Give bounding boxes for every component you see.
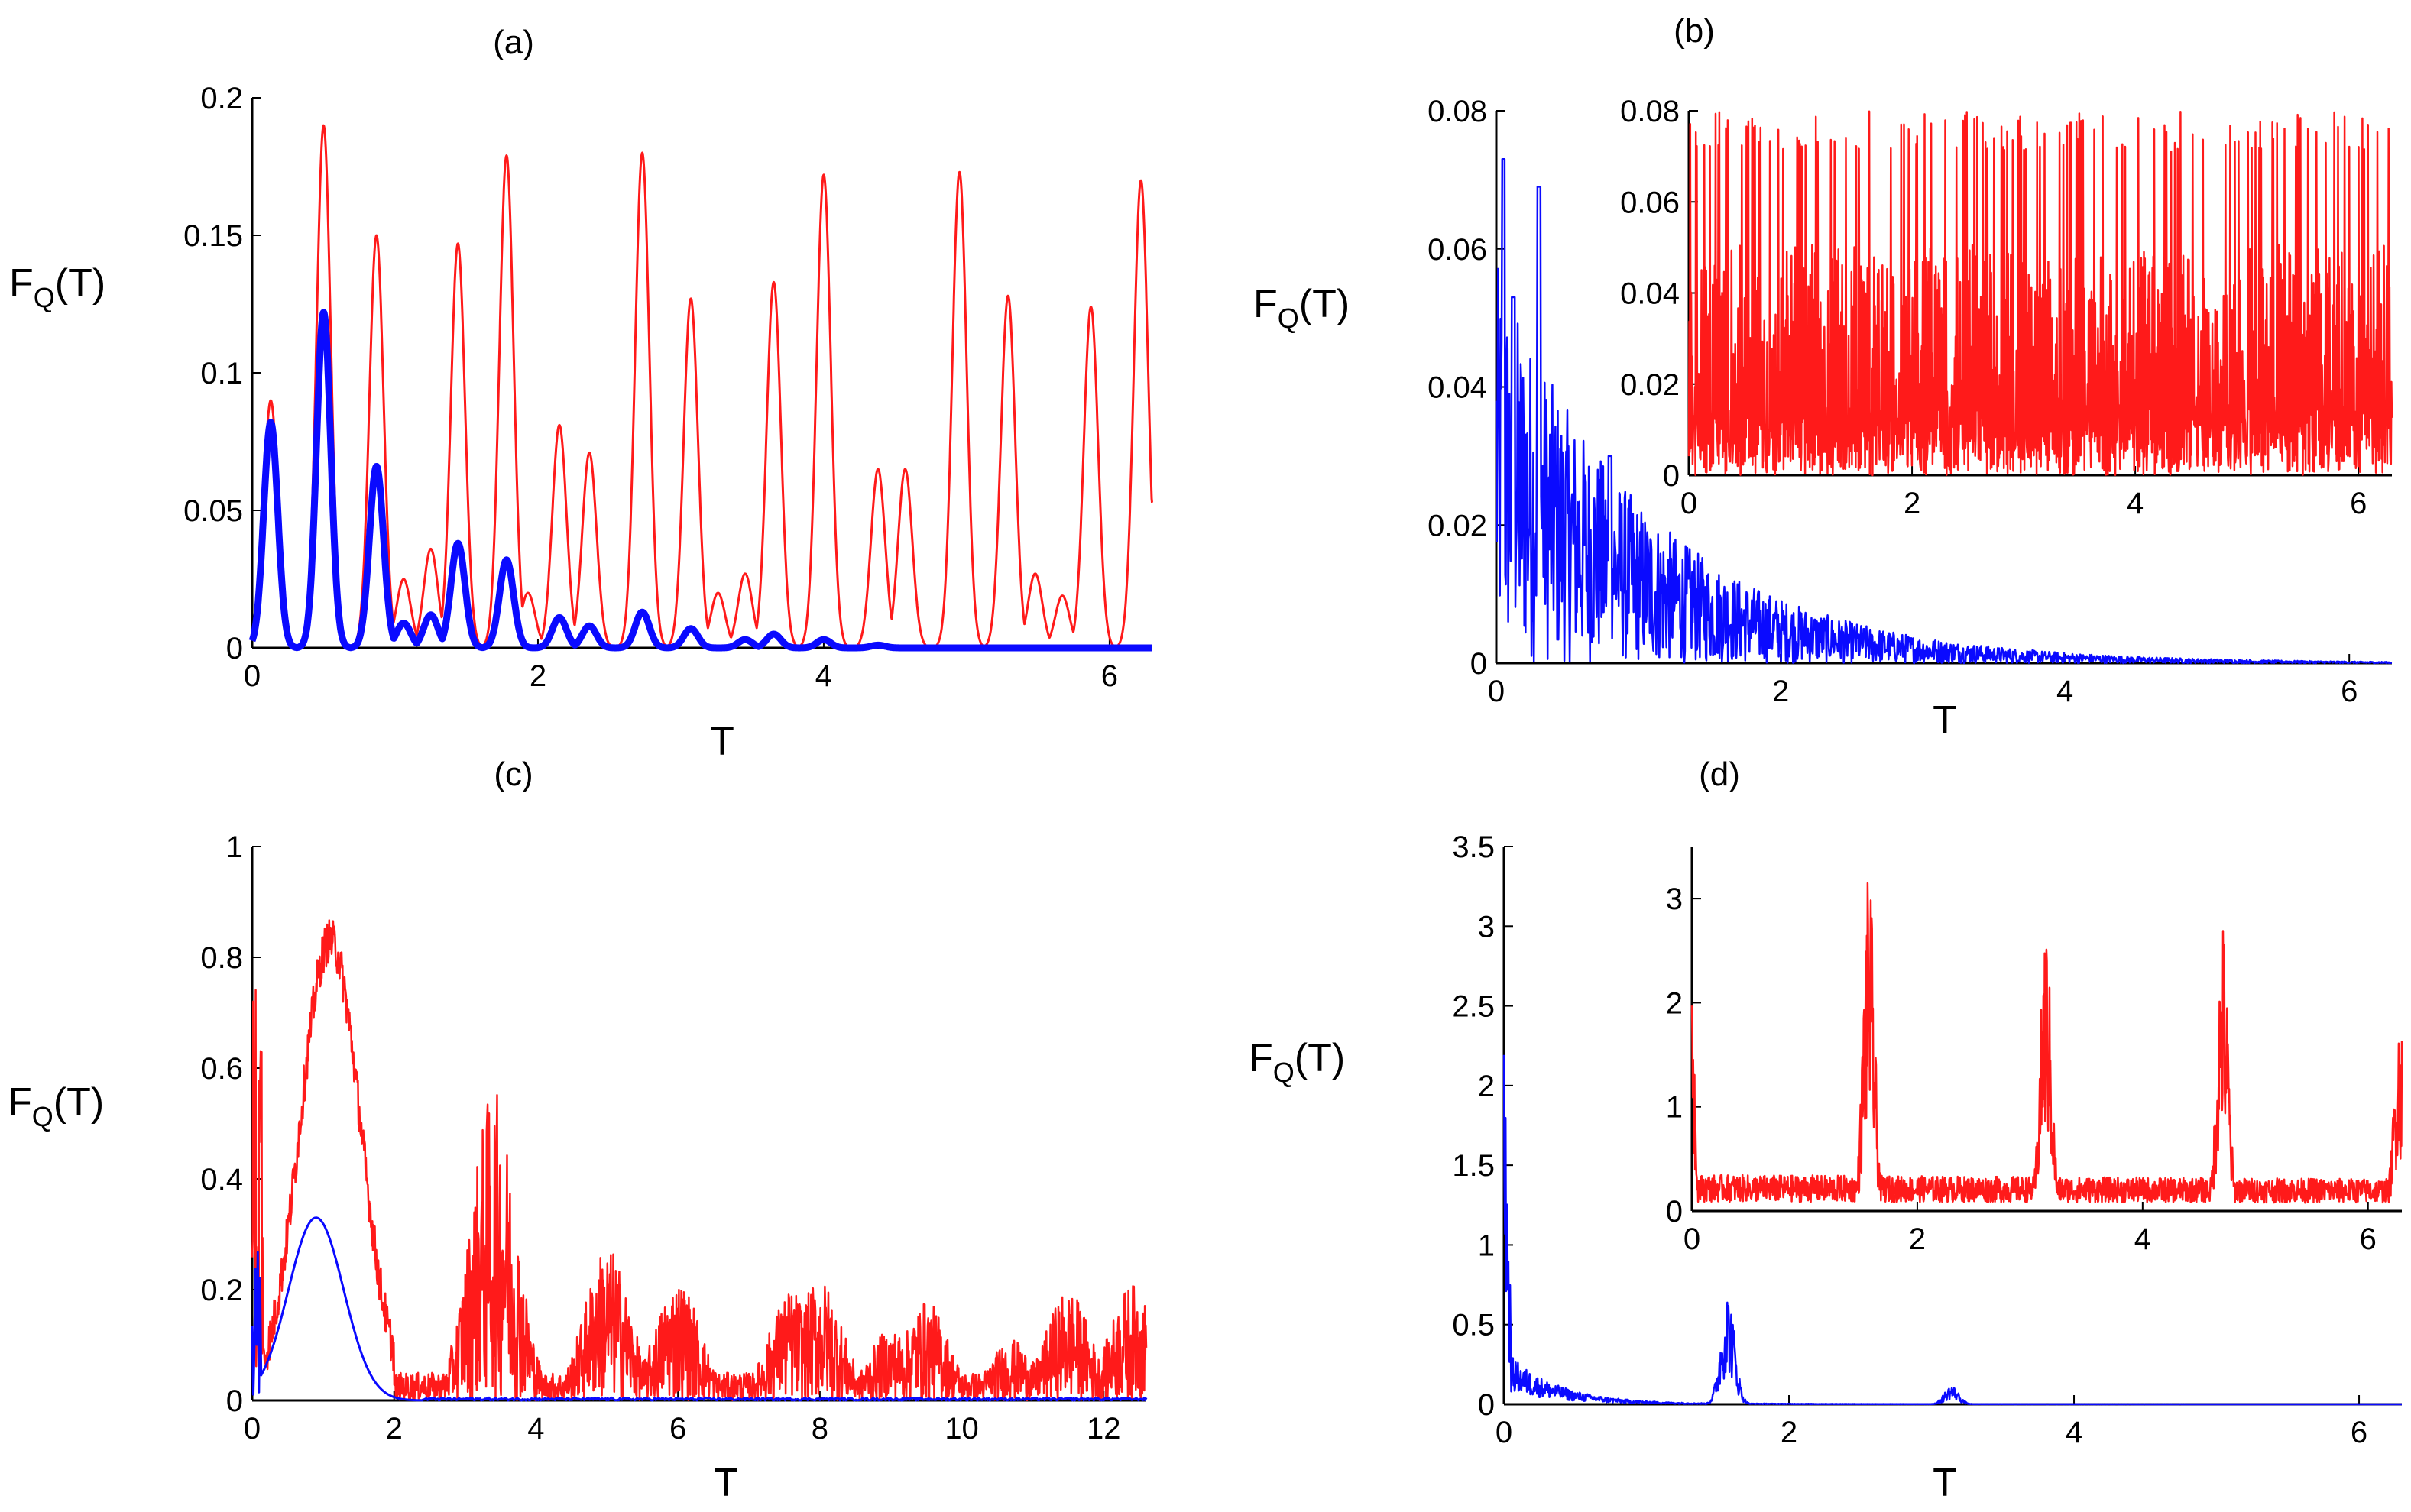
x-tick-label-d: 4 bbox=[2066, 1416, 2082, 1449]
axes-b-inset: 0 2 4 6 0 0.02 0.04 0.06 0.08 bbox=[1620, 95, 2393, 520]
series-blue-a bbox=[248, 309, 1155, 652]
y-tick-label-b: 0.08 bbox=[1427, 95, 1487, 128]
x-tick-label-c: 10 bbox=[945, 1412, 979, 1446]
y-tick-label-b: 0.04 bbox=[1427, 371, 1487, 405]
y-tick-label-d: 1 bbox=[1478, 1229, 1495, 1262]
x-tick-label-b: 0 bbox=[1488, 675, 1505, 708]
y-tick-label-d: 3 bbox=[1478, 910, 1495, 944]
x-tick-label-c: 6 bbox=[669, 1412, 686, 1446]
x-tick-label-c: 2 bbox=[386, 1412, 403, 1446]
y-tick-label-d-inset: 0 bbox=[1666, 1195, 1683, 1229]
x-tick-label-a: 0 bbox=[244, 659, 261, 693]
plots-layer: 0 2 4 6 0 0.05 0.1 0.15 0.2 0 2 4 6 0 0.02 0.04 0.06 0.08… bbox=[183, 82, 2403, 1449]
y-tick-label-b: 0.06 bbox=[1427, 233, 1487, 267]
series-red-d-inset bbox=[1690, 882, 2403, 1204]
series-blue-b bbox=[1495, 158, 2393, 665]
x-tick-label-d: 2 bbox=[1781, 1416, 1797, 1449]
series-red-c bbox=[251, 919, 1148, 1402]
y-tick-label-a: 0 bbox=[226, 632, 243, 665]
series-blue-c bbox=[251, 1216, 1148, 1402]
y-tick-label-c: 1 bbox=[226, 830, 243, 864]
xlabel-a: T bbox=[710, 720, 734, 764]
x-tick-label-d-inset: 6 bbox=[2360, 1222, 2377, 1256]
x-tick-label-b-inset: 4 bbox=[2127, 487, 2144, 520]
y-tick-label-a: 0.05 bbox=[183, 494, 243, 528]
panel-title-a: (a) bbox=[493, 24, 534, 61]
x-tick-label-b-inset: 6 bbox=[2350, 487, 2367, 520]
y-tick-label-d: 2 bbox=[1478, 1070, 1495, 1103]
y-tick-label-c: 0.8 bbox=[200, 941, 243, 975]
axes-b: 0 2 4 6 0 0.02 0.04 0.06 0.08 bbox=[1427, 95, 2393, 708]
y-tick-label-b: 0.02 bbox=[1427, 509, 1487, 542]
axes-d-inset: 0 2 4 6 0 1 2 3 bbox=[1666, 847, 2403, 1256]
x-tick-label-c: 4 bbox=[527, 1412, 544, 1446]
y-tick-label-a: 0.1 bbox=[200, 357, 243, 390]
y-tick-label-b-inset: 0.04 bbox=[1620, 277, 1680, 311]
x-tick-label-b: 2 bbox=[1772, 675, 1789, 708]
x-tick-label-c: 0 bbox=[244, 1412, 261, 1446]
series-red-a bbox=[251, 124, 1153, 649]
y-tick-label-d: 0 bbox=[1478, 1388, 1495, 1422]
x-tick-label-c: 12 bbox=[1087, 1412, 1121, 1446]
y-tick-label-d-inset: 2 bbox=[1666, 986, 1683, 1020]
x-tick-label-b-inset: 0 bbox=[1680, 487, 1697, 520]
x-tick-label-c: 8 bbox=[812, 1412, 828, 1446]
xlabel-d: T bbox=[1933, 1461, 1957, 1505]
ylabel-a: FQ(T) bbox=[9, 261, 105, 313]
y-tick-label-c: 0.6 bbox=[200, 1052, 243, 1086]
y-tick-label-d: 2.5 bbox=[1452, 990, 1495, 1024]
axes-a: 0 2 4 6 0 0.05 0.1 0.15 0.2 bbox=[183, 82, 1155, 693]
y-tick-label-b-inset: 0.06 bbox=[1620, 186, 1680, 219]
y-tick-label-c: 0 bbox=[226, 1384, 243, 1418]
y-tick-label-b: 0 bbox=[1470, 647, 1487, 681]
x-tick-label-a: 4 bbox=[815, 659, 832, 693]
x-tick-label-a: 6 bbox=[1101, 659, 1118, 693]
y-tick-label-d: 0.5 bbox=[1452, 1309, 1495, 1342]
y-tick-label-a: 0.2 bbox=[200, 82, 243, 115]
series-blue-d bbox=[1502, 1054, 2403, 1406]
x-tick-label-d-inset: 2 bbox=[1909, 1222, 1926, 1256]
series-red-b-inset bbox=[1687, 110, 2393, 477]
panel-title-d: (d) bbox=[1699, 756, 1740, 793]
y-tick-label-b-inset: 0 bbox=[1663, 459, 1680, 493]
panel-title-c: (c) bbox=[494, 756, 533, 793]
xlabel-b: T bbox=[1933, 698, 1957, 743]
y-tick-label-c: 0.4 bbox=[200, 1163, 243, 1196]
x-tick-label-a: 2 bbox=[530, 659, 546, 693]
x-tick-label-d: 0 bbox=[1496, 1416, 1512, 1449]
y-tick-label-b-inset: 0.02 bbox=[1620, 368, 1680, 402]
x-tick-label-d: 6 bbox=[2351, 1416, 2367, 1449]
y-tick-label-d-inset: 3 bbox=[1666, 882, 1683, 916]
y-tick-label-b-inset: 0.08 bbox=[1620, 95, 1680, 128]
x-tick-label-d-inset: 0 bbox=[1683, 1222, 1700, 1256]
x-tick-label-b: 4 bbox=[2056, 675, 2073, 708]
ylabel-c: FQ(T) bbox=[8, 1080, 104, 1132]
x-tick-label-d-inset: 4 bbox=[2134, 1222, 2151, 1256]
x-tick-label-b: 6 bbox=[2341, 675, 2358, 708]
ylabel-d: FQ(T) bbox=[1249, 1036, 1345, 1088]
y-tick-label-a: 0.15 bbox=[183, 219, 243, 253]
y-tick-label-c: 0.2 bbox=[200, 1274, 243, 1307]
axes-d: 0 2 4 6 0 0.5 1 1.5 2 2.5 3 3.5 bbox=[1452, 830, 2403, 1449]
axes-c: 0 2 4 6 8 10 12 0 0.2 0.4 0.6 0.8 1 bbox=[200, 830, 1148, 1446]
y-tick-label-d: 1.5 bbox=[1452, 1149, 1495, 1183]
x-tick-label-b-inset: 2 bbox=[1904, 487, 1920, 520]
y-tick-label-d-inset: 1 bbox=[1666, 1091, 1683, 1125]
panel-title-b: (b) bbox=[1674, 12, 1715, 50]
y-tick-label-d: 3.5 bbox=[1452, 830, 1495, 864]
ylabel-b: FQ(T) bbox=[1253, 282, 1350, 334]
xlabel-c: T bbox=[714, 1461, 738, 1505]
